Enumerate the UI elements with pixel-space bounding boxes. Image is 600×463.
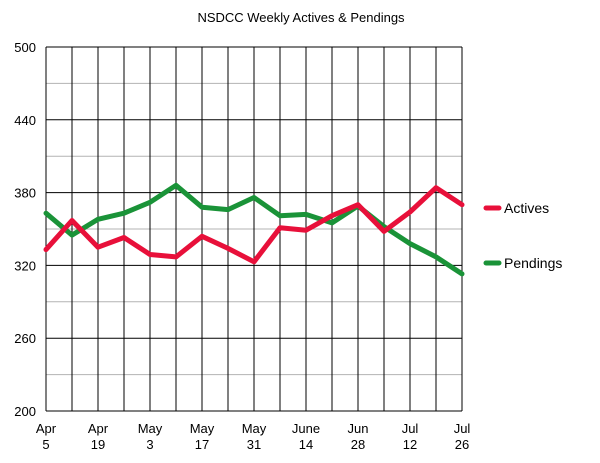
x-tick-label-line1: Apr	[88, 421, 109, 436]
legend: Actives Pendings	[483, 200, 562, 271]
x-tick-label-line1: May	[138, 421, 163, 436]
y-tick-label: 500	[14, 40, 36, 55]
y-tick-labels: 200 260 320 380 440 500	[14, 40, 36, 419]
legend-label: Actives	[504, 200, 549, 216]
series-line-pendings	[43, 182, 465, 277]
y-tick-label: 200	[14, 404, 36, 419]
y-tick-label: 440	[14, 113, 36, 128]
y-tick-label: 260	[14, 331, 36, 346]
x-tick-label-line2: 12	[403, 437, 417, 452]
legend-item-pendings: Pendings	[483, 255, 562, 271]
x-tick-label-line1: May	[190, 421, 215, 436]
x-tick-label-line1: May	[242, 421, 267, 436]
x-tick-label-line2: 17	[195, 437, 209, 452]
x-tick-label-line2: 3	[146, 437, 153, 452]
x-tick-label-line1: Jun	[348, 421, 369, 436]
x-tick-label-line1: Jul	[454, 421, 471, 436]
x-tick-label-line2: 5	[42, 437, 49, 452]
x-tick-label-line2: 28	[351, 437, 365, 452]
series-line-actives	[43, 185, 465, 265]
chart-title: NSDCC Weekly Actives & Pendings	[197, 10, 405, 25]
y-tick-label: 380	[14, 186, 36, 201]
x-tick-label-line1: Apr	[36, 421, 57, 436]
x-tick-labels: Apr5Apr19May3May17May31June14Jun28Jul12J…	[36, 421, 471, 452]
series-lines	[43, 182, 465, 277]
legend-item-actives: Actives	[483, 200, 549, 216]
x-tick-label-line1: June	[292, 421, 320, 436]
y-tick-label: 320	[14, 258, 36, 273]
x-tick-label-line1: Jul	[402, 421, 419, 436]
legend-label: Pendings	[504, 255, 562, 271]
x-tick-label-line2: 14	[299, 437, 313, 452]
x-tick-label-line2: 31	[247, 437, 261, 452]
x-tick-label-line2: 19	[91, 437, 105, 452]
x-tick-label-line2: 26	[455, 437, 469, 452]
grid	[45, 46, 463, 412]
